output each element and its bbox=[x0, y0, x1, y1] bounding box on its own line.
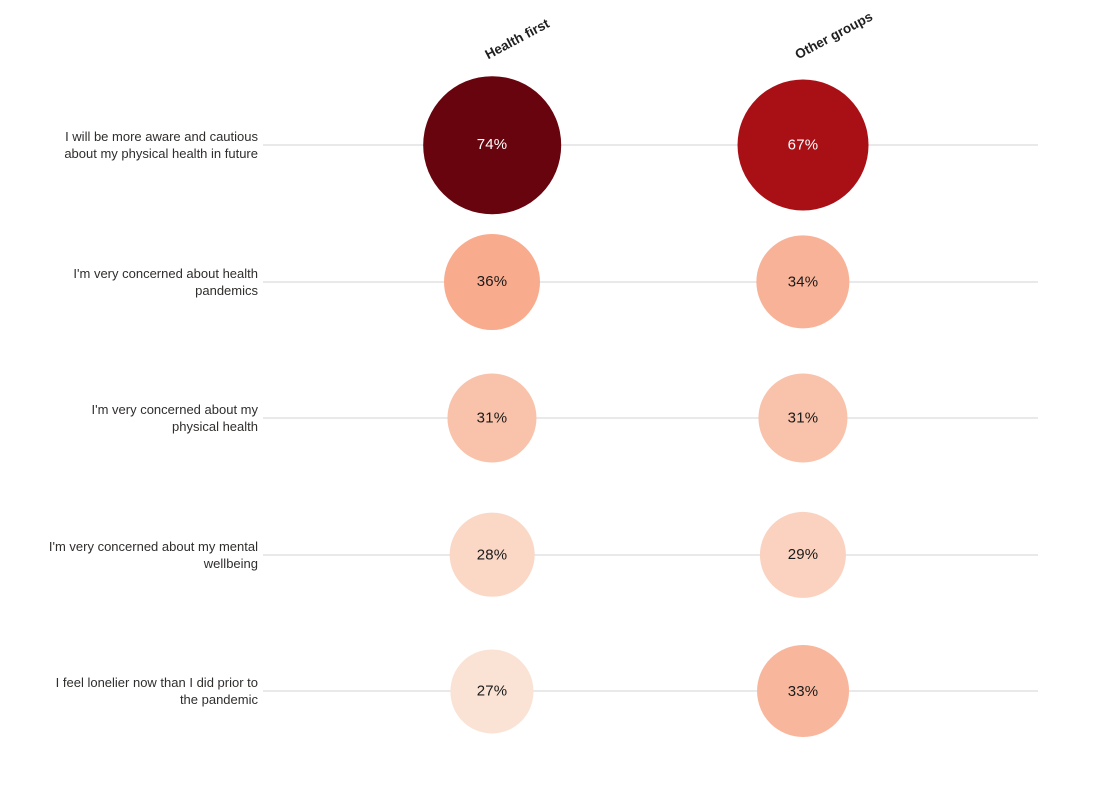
bubble-value-label: 31% bbox=[476, 409, 508, 427]
row-gridline bbox=[263, 144, 1038, 146]
bubble-value-label: 29% bbox=[787, 546, 819, 564]
column-header-health-first: Health first bbox=[482, 15, 552, 63]
row-label: I'm very concerned about health pandemic… bbox=[73, 265, 258, 298]
bubble-health-first-row-2: 36% bbox=[444, 233, 540, 330]
bubble-value-label: 67% bbox=[787, 136, 819, 154]
bubble-other-groups-row-4: 29% bbox=[759, 511, 847, 598]
row-label: I feel lonelier now than I did prior to … bbox=[55, 675, 258, 708]
bubble-value-label: 33% bbox=[787, 682, 819, 700]
row-label: I'm very concerned about my physical hea… bbox=[91, 402, 259, 435]
row-label: I'm very concerned about my mental wellb… bbox=[48, 538, 258, 571]
bubble-value-label: 28% bbox=[476, 546, 508, 564]
row-gridline bbox=[263, 690, 1038, 693]
row-gridline bbox=[263, 417, 1038, 420]
bubble-health-first-row-4: 28% bbox=[449, 512, 535, 598]
bubble-other-groups-row-2: 34% bbox=[756, 234, 850, 329]
row-label: I will be more aware and cautious about … bbox=[64, 129, 258, 161]
row-gridline bbox=[263, 553, 1038, 556]
column-header-other-groups: Other groups bbox=[792, 8, 876, 63]
bubble-value-label: 34% bbox=[787, 273, 819, 291]
bubble-health-first-row-5: 27% bbox=[450, 649, 534, 733]
bubble-value-label: 31% bbox=[787, 409, 819, 427]
bubble-value-label: 36% bbox=[476, 273, 508, 291]
bubble-other-groups-row-3: 31% bbox=[758, 373, 848, 463]
bubble-other-groups-row-5: 33% bbox=[757, 645, 849, 738]
bubble-health-first-row-1: 74% bbox=[423, 76, 561, 214]
row-gridline bbox=[263, 280, 1038, 283]
bubble-health-first-row-3: 31% bbox=[447, 373, 537, 463]
bubble-value-label: 74% bbox=[476, 136, 508, 154]
bubble-value-label: 27% bbox=[476, 682, 508, 700]
bubble-other-groups-row-1: 67% bbox=[737, 79, 869, 211]
